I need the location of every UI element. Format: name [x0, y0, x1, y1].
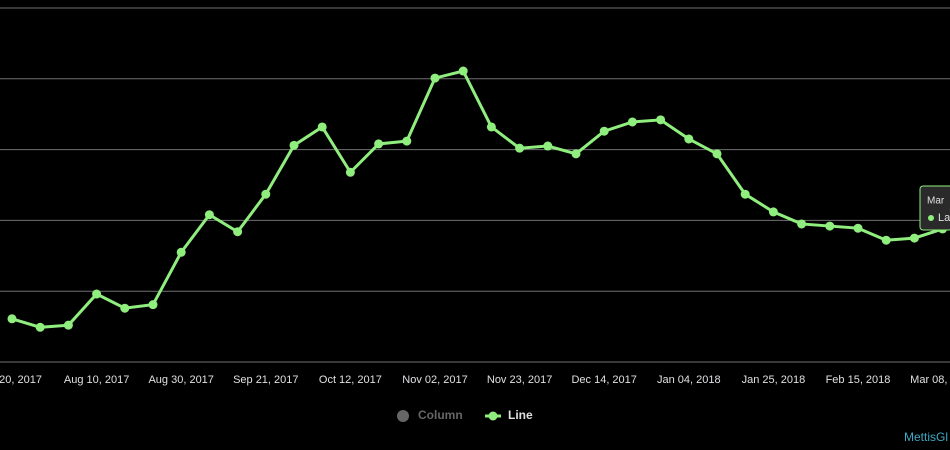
point [909, 233, 919, 243]
point [486, 122, 496, 132]
tooltip-title: Mar [927, 196, 945, 207]
x-tick-label: Sep 21, 2017 [233, 374, 298, 386]
point [204, 210, 214, 220]
tooltip-box [919, 185, 950, 231]
x-tick-label: Aug 10, 2017 [64, 374, 129, 386]
point [374, 139, 384, 149]
tooltip-entry: La [938, 212, 950, 224]
x-tick-label: Mar 08, 2018 [910, 374, 950, 386]
point [345, 167, 355, 177]
point [7, 314, 17, 324]
point [853, 223, 863, 233]
x-tick-label: Dec 14, 2017 [571, 374, 636, 386]
point [881, 235, 891, 245]
line [11, 69, 944, 329]
point [92, 289, 102, 299]
legend-marker [488, 411, 498, 421]
legend-label[interactable]: Line [508, 408, 533, 422]
point [571, 149, 581, 159]
point [120, 303, 130, 313]
point [233, 227, 243, 237]
point [63, 320, 73, 330]
x-tick-label: Jan 25, 2018 [742, 374, 806, 386]
point [261, 189, 271, 199]
point [176, 247, 186, 257]
plot: Jul 20, 2017 Aug 10, 2017 Aug 30, 2017 Sep … [0, 7, 950, 422]
legend-marker [397, 410, 409, 422]
point [148, 300, 158, 310]
point [430, 73, 440, 83]
point [289, 140, 299, 150]
x-tick-label: Jan 04, 2018 [657, 374, 721, 386]
point [825, 221, 835, 231]
point [768, 207, 778, 217]
legend-label[interactable]: Column [418, 408, 463, 422]
point [656, 115, 666, 125]
x-tick-label: Nov 02, 2017 [402, 374, 467, 386]
point [317, 122, 327, 132]
x-tick-label: Aug 30, 2017 [148, 374, 213, 386]
tooltip-marker [928, 215, 934, 221]
point [684, 134, 694, 144]
x-tick-label: Oct 12, 2017 [319, 374, 382, 386]
x-tick-label: Feb 15, 2018 [826, 374, 891, 386]
point [740, 189, 750, 199]
point [599, 126, 609, 136]
point [515, 143, 525, 153]
point [797, 219, 807, 229]
credit: MettisGl [904, 430, 948, 444]
point [35, 322, 45, 332]
point [402, 136, 412, 146]
point [712, 149, 722, 159]
x-tick-label: Nov 23, 2017 [487, 374, 552, 386]
x-tick-label: Jul 20, 2017 [0, 374, 42, 386]
point [627, 117, 637, 127]
point [543, 141, 553, 151]
point [458, 66, 468, 76]
